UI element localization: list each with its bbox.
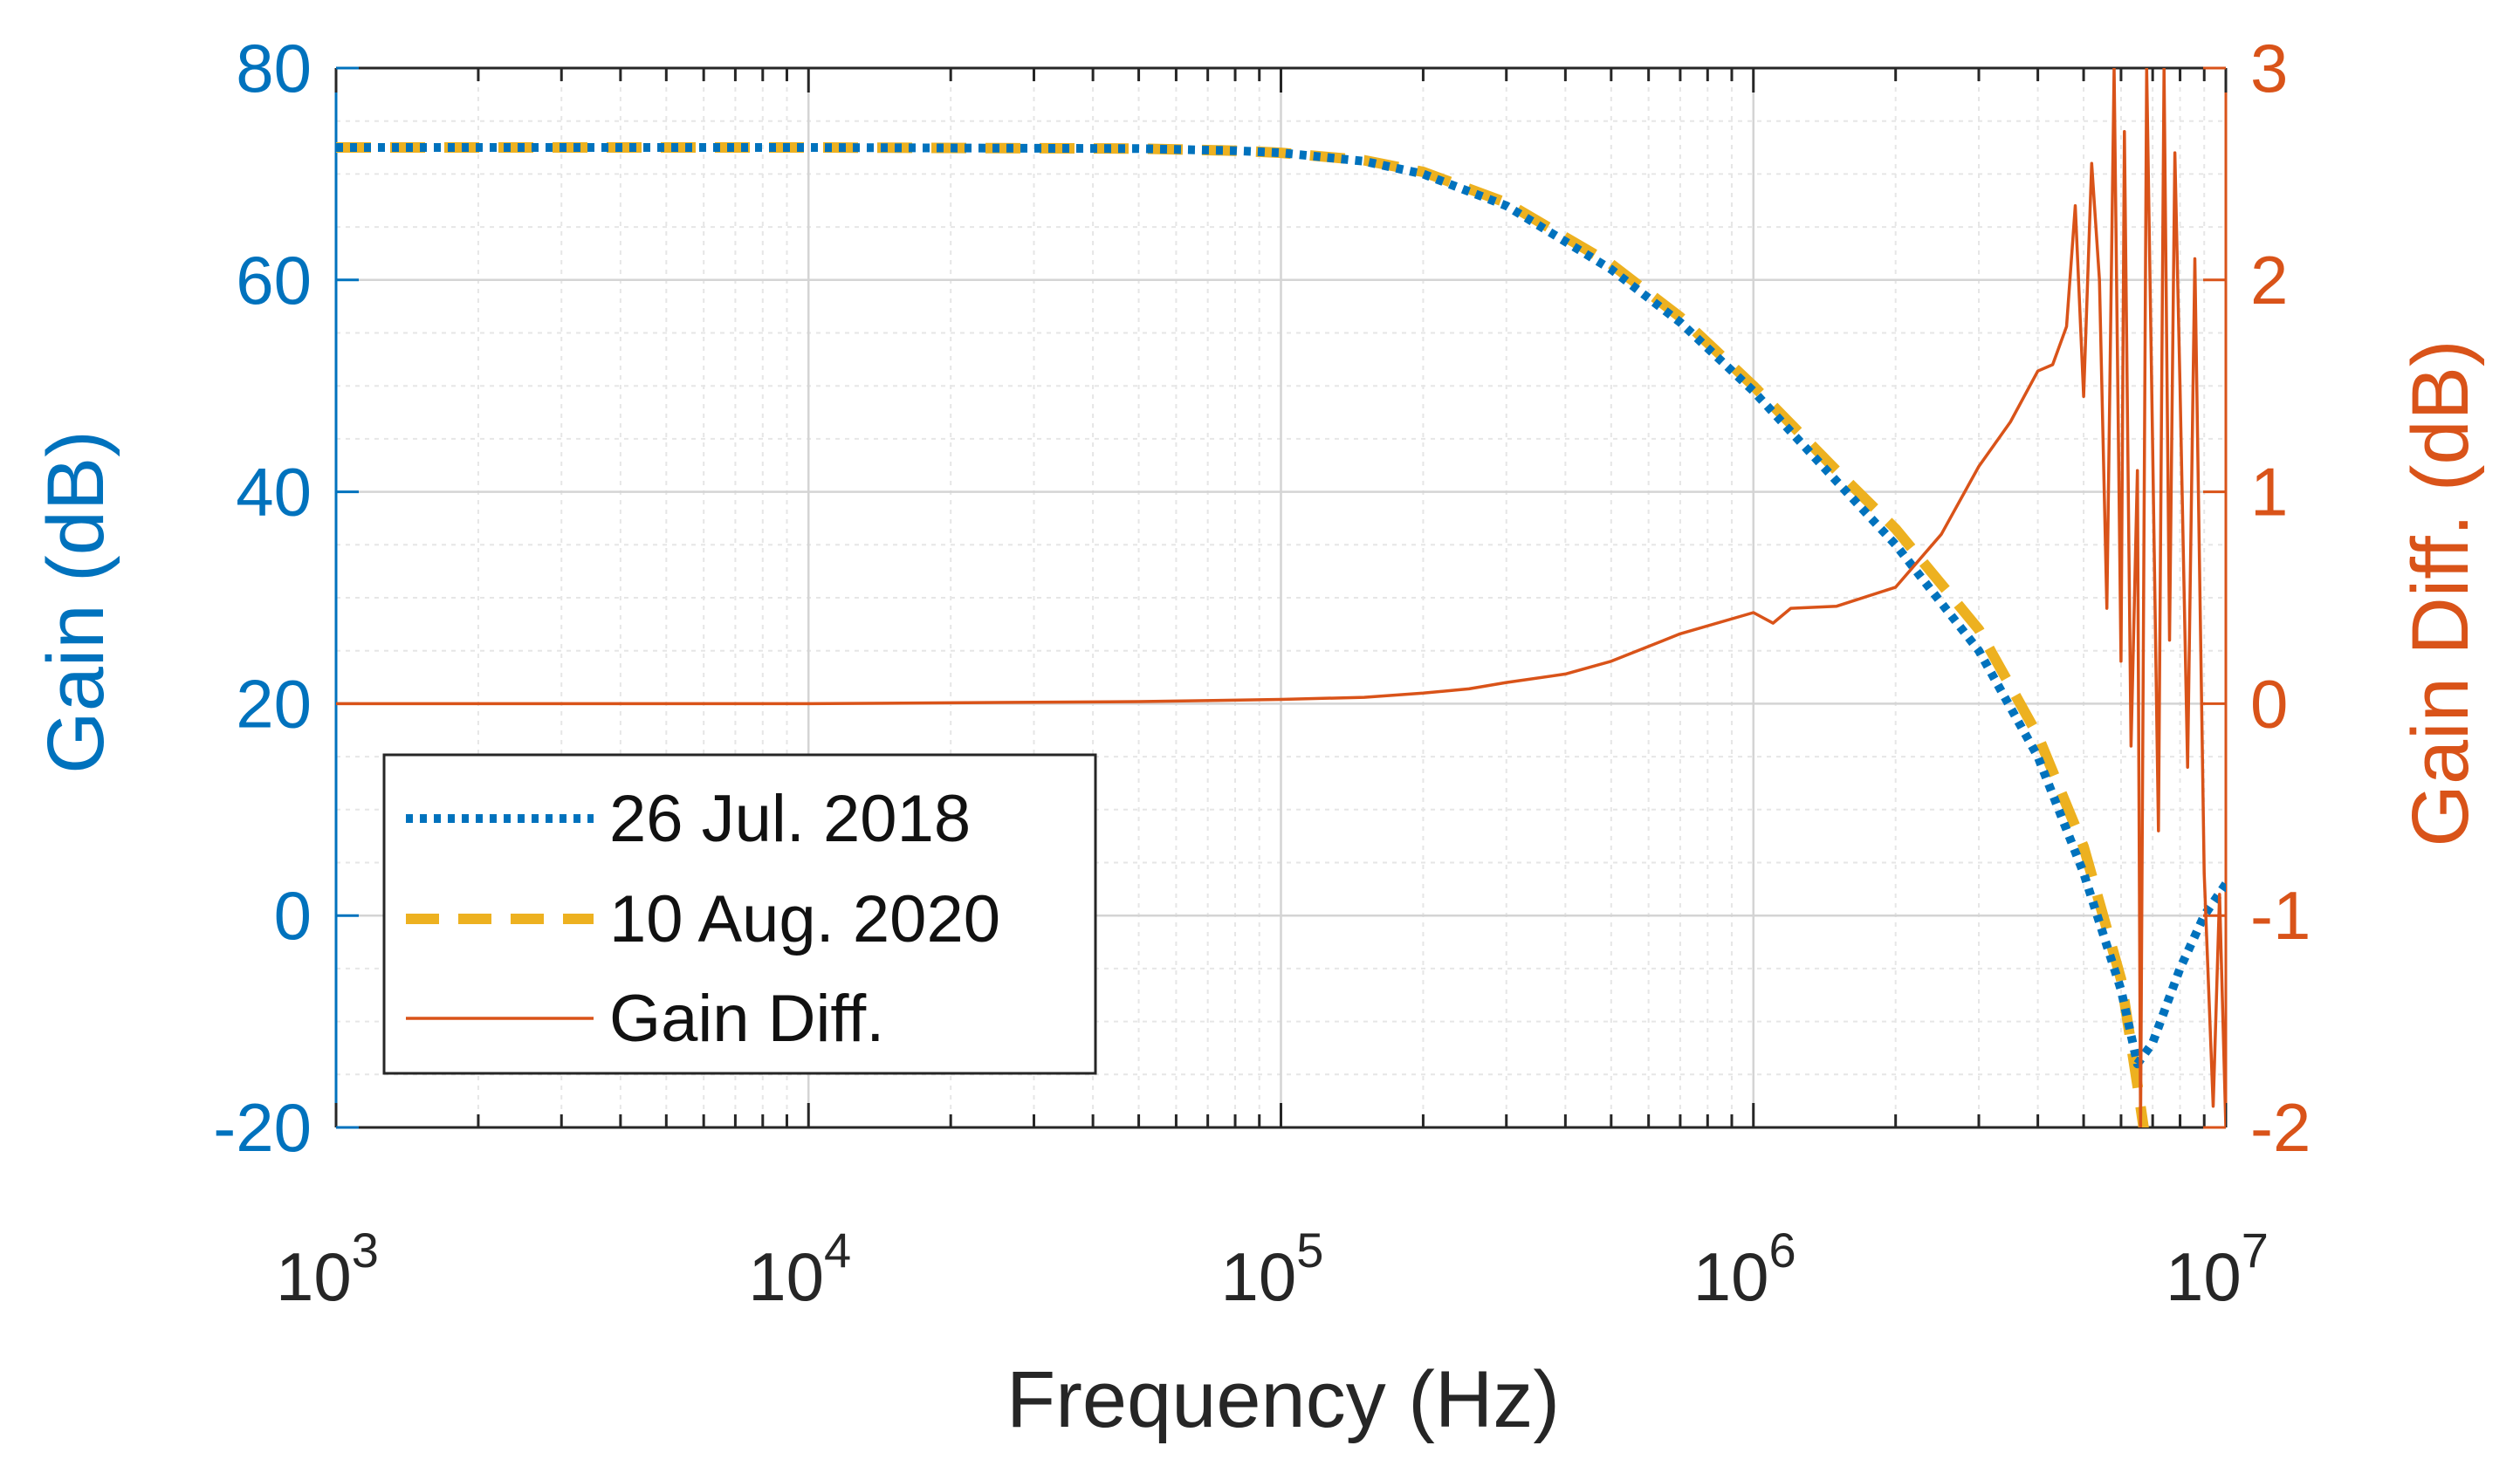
x-tick-base: 10: [1221, 1238, 1297, 1315]
axis-ticks: [334, 66, 2228, 1129]
y-right-axis-title: Gain Diff. (dB): [2396, 339, 2485, 846]
y-right-tick-label: 2: [2250, 242, 2288, 319]
x-axis-title: Frequency (Hz): [1006, 1355, 1560, 1444]
x-tick-base: 10: [748, 1238, 824, 1315]
y-left-tick-label: 40: [236, 454, 312, 531]
x-tick-base: 10: [276, 1238, 352, 1315]
x-tick-label: 103: [276, 1223, 379, 1315]
series-line-gain-diff: [336, 68, 2226, 1127]
y-right-tick-label: -2: [2250, 1089, 2311, 1166]
x-tick-label: 107: [2166, 1223, 2269, 1315]
y-left-tick-labels: -20 0 20 40 60 80: [213, 30, 312, 1166]
x-tick-exponent: 5: [1296, 1223, 1323, 1278]
y-left-tick-label: 0: [274, 877, 312, 954]
series-lines: [336, 68, 2226, 1127]
x-tick-label: 106: [1693, 1223, 1796, 1315]
series-line-26-jul-2018: [336, 143, 2226, 1069]
y-left-axis-title: Gain (dB): [31, 430, 120, 774]
y-right-tick-label: -1: [2250, 877, 2311, 954]
x-tick-exponent: 4: [824, 1223, 851, 1278]
y-left-tick-label: 80: [236, 30, 312, 106]
legend-label-2020: 10 Aug. 2020: [609, 882, 1000, 956]
x-tick-labels: 103 104 105 106 107: [276, 1223, 2269, 1315]
y-right-tick-label: 0: [2250, 665, 2288, 742]
y-left-tick-label: 20: [236, 665, 312, 742]
x-tick-label: 105: [1221, 1223, 1324, 1315]
legend: 26 Jul. 2018 10 Aug. 2020 Gain Diff.: [382, 753, 1097, 1075]
x-tick-base: 10: [2166, 1238, 2242, 1315]
y-right-tick-labels: -2 -1 0 1 2 3: [2250, 30, 2311, 1166]
y-left-tick-label: 60: [236, 242, 312, 319]
y-right-tick-label: 3: [2250, 30, 2288, 106]
legend-label-diff: Gain Diff.: [609, 982, 884, 1056]
y-right-tick-label: 1: [2250, 454, 2288, 531]
x-tick-exponent: 7: [2242, 1223, 2269, 1278]
x-tick-exponent: 3: [352, 1223, 379, 1278]
x-tick-label: 104: [748, 1223, 851, 1315]
legend-label-2018: 26 Jul. 2018: [609, 782, 971, 856]
y-left-tick-label: -20: [213, 1089, 312, 1166]
legend-box: [382, 753, 1097, 1075]
x-tick-base: 10: [1693, 1238, 1769, 1315]
x-tick-exponent: 6: [1769, 1223, 1796, 1278]
